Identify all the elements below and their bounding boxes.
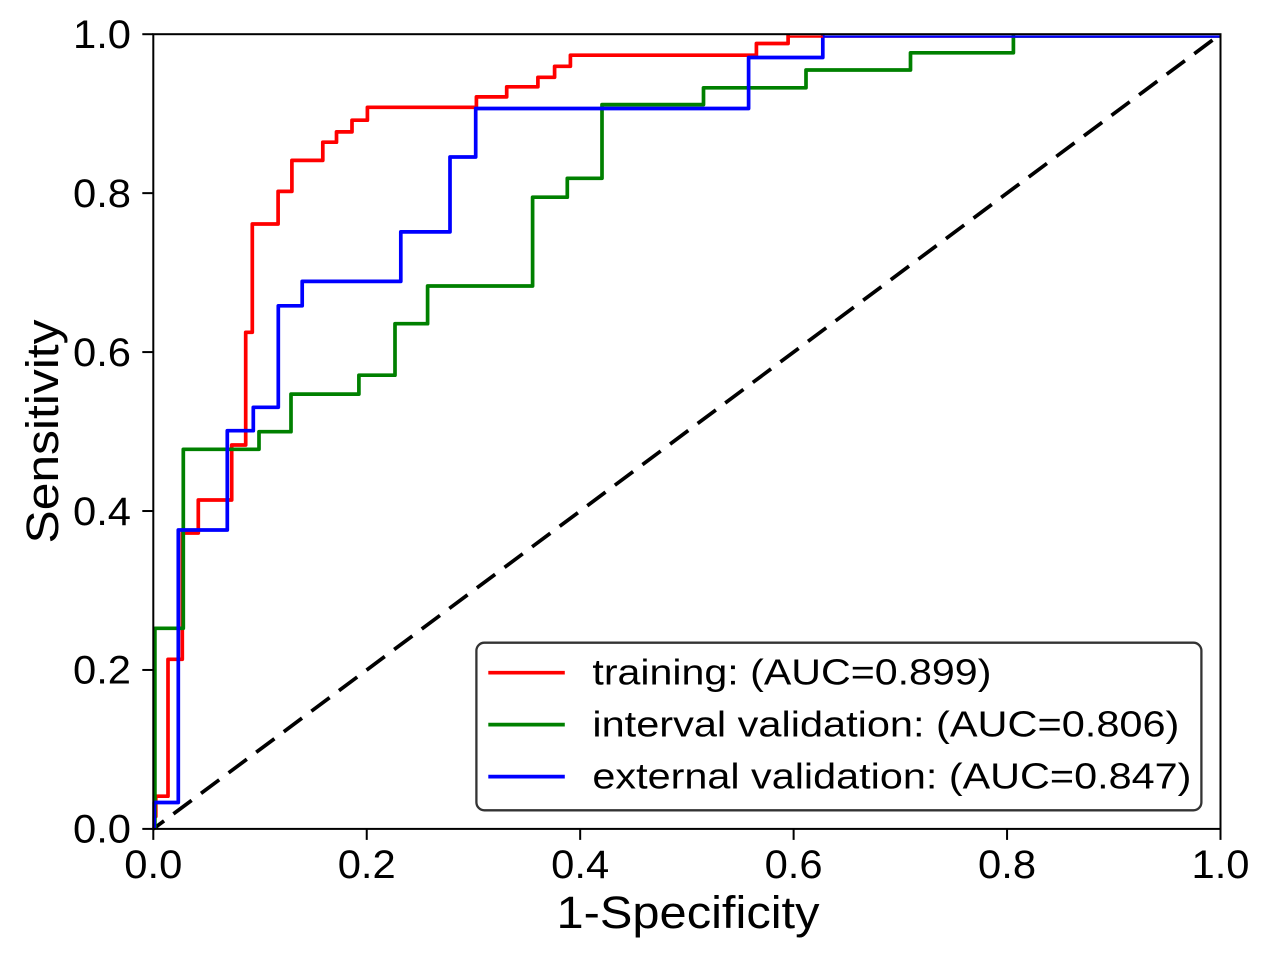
svg-text:Sensitivity: Sensitivity [17, 319, 68, 544]
svg-text:0.2: 0.2 [338, 843, 396, 887]
svg-text:0.2: 0.2 [73, 649, 131, 693]
svg-text:1.0: 1.0 [1192, 843, 1250, 887]
svg-text:0.0: 0.0 [124, 843, 182, 887]
svg-text:0.8: 0.8 [978, 843, 1036, 887]
svg-text:0.4: 0.4 [551, 843, 609, 887]
svg-text:interval validation: (AUC=0.80: interval validation: (AUC=0.806) [592, 704, 1179, 745]
svg-text:0.8: 0.8 [73, 172, 131, 216]
svg-text:0.6: 0.6 [765, 843, 823, 887]
svg-text:training: (AUC=0.899): training: (AUC=0.899) [592, 652, 991, 693]
svg-text:0.6: 0.6 [73, 331, 131, 375]
svg-text:1-Specificity: 1-Specificity [557, 887, 821, 938]
svg-text:external validation: (AUC=0.84: external validation: (AUC=0.847) [592, 755, 1191, 796]
svg-text:0.0: 0.0 [73, 808, 131, 852]
svg-text:1.0: 1.0 [73, 13, 131, 57]
svg-text:0.4: 0.4 [73, 490, 131, 534]
